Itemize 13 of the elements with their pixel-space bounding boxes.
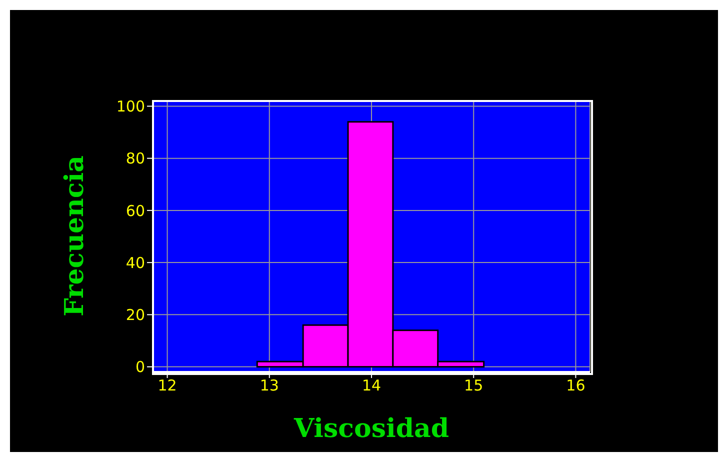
y-tick-label: 20 [126,306,145,324]
y-tick-label: 40 [126,254,145,272]
x-tick-label: 14 [362,376,382,395]
y-tick-label: 80 [126,150,145,168]
x-tick-label: 15 [464,376,484,395]
y-tick-label: 100 [116,98,145,116]
x-tick-label: 16 [566,376,586,395]
x-axis-title: Viscosidad [292,414,450,444]
y-tick-label: 0 [135,358,145,376]
y-tick-label: 60 [126,202,145,220]
y-axis-title: Frecuencia [60,154,90,318]
x-tick-label: 12 [158,376,177,395]
x-tick-label: 13 [260,376,279,395]
